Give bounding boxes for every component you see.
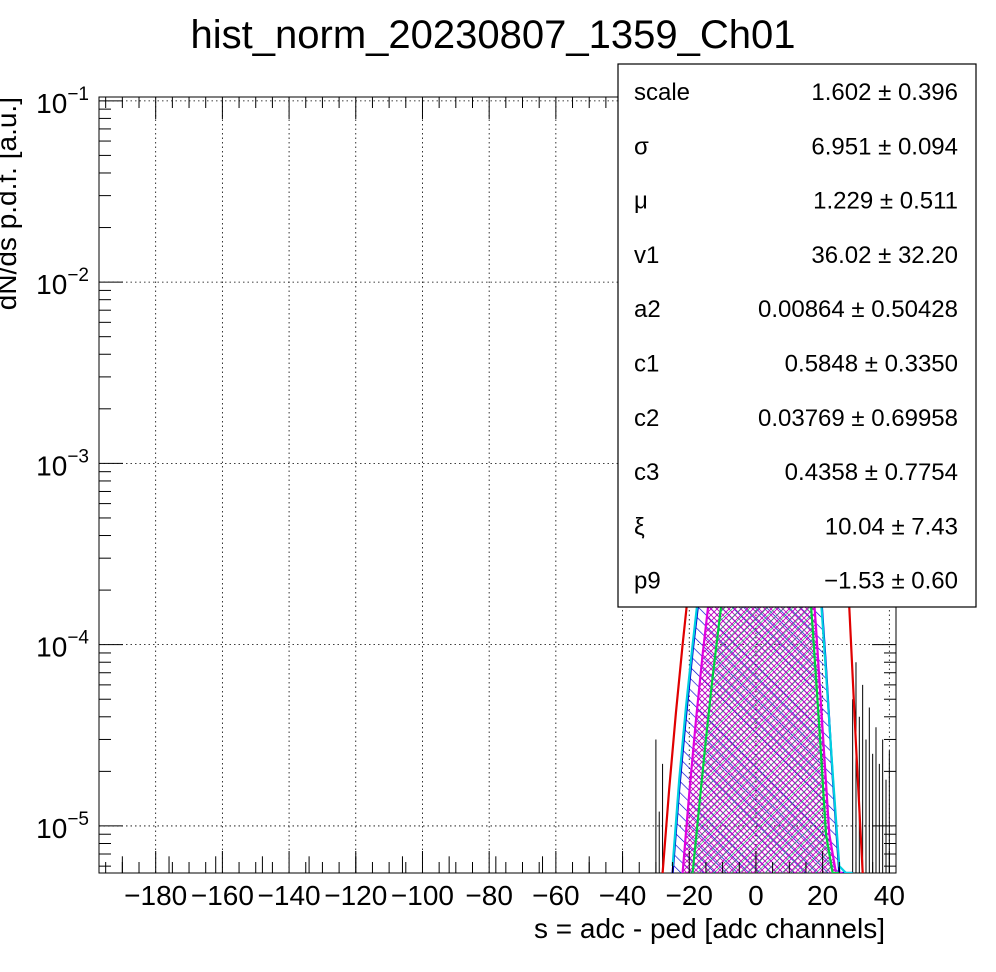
x-tick-label: −100 [391, 880, 454, 911]
y-axis-title: dN/ds p.d.f. [a.u.] [0, 97, 22, 310]
stat-value: 0.03769 ± 0.69958 [758, 405, 958, 432]
stat-name: c2 [634, 405, 659, 432]
stat-value: 0.00864 ± 0.50428 [758, 296, 958, 323]
chart-title: hist_norm_20230807_1359_Ch01 [191, 13, 796, 57]
stat-name: c1 [634, 351, 659, 378]
y-tick-label: 10−5 [36, 809, 89, 844]
x-tick-label: 0 [748, 880, 764, 911]
stat-name: c3 [634, 459, 659, 486]
x-tick-label: −140 [258, 880, 321, 911]
stat-value: 1.229 ± 0.511 [813, 188, 958, 215]
x-axis-title: s = adc - ped [adc channels] [534, 913, 885, 944]
stat-name: p9 [634, 568, 661, 595]
x-tick-label: −60 [532, 880, 580, 911]
stat-name: ξ [634, 513, 645, 540]
stat-value: −1.53 ± 0.60 [824, 568, 958, 595]
x-tick-label: −120 [324, 880, 387, 911]
x-tick-label: −40 [599, 880, 647, 911]
y-tick-label: 10−1 [36, 84, 89, 119]
x-tick-label: −160 [191, 880, 254, 911]
x-tick-label: 20 [807, 880, 838, 911]
stat-name: σ [634, 133, 649, 160]
x-axis: −180 −160 −140 −120 −100 −80 −60 −40 −20 0 20 40 [105, 97, 905, 911]
stat-value: 10.04 ± 7.43 [825, 513, 958, 540]
y-tick-label: 10−2 [36, 265, 89, 300]
stat-value: 0.5848 ± 0.3350 [785, 351, 958, 378]
stat-name: a2 [634, 296, 661, 323]
stat-name: v1 [634, 242, 659, 269]
x-tick-label: 40 [874, 880, 905, 911]
fit-stats-box: scale 1.602 ± 0.396 σ 6.951 ± 0.094 μ 1.229 ±… [617, 63, 977, 608]
stat-name: scale [634, 79, 690, 106]
x-tick-label: −20 [665, 880, 713, 911]
stat-value: 36.02 ± 32.20 [811, 242, 958, 269]
y-tick-label: 10−3 [36, 446, 89, 481]
stat-value: 6.951 ± 0.094 [811, 133, 958, 160]
y-tick-label: 10−4 [36, 628, 89, 663]
stat-value: 1.602 ± 0.396 [811, 79, 958, 106]
stat-name: μ [634, 188, 648, 215]
y-axis: 10−5 10−4 10−3 10−2 10−1 [36, 84, 896, 867]
x-tick-label: −80 [465, 880, 513, 911]
x-tick-label: −180 [124, 880, 187, 911]
stat-value: 0.4358 ± 0.7754 [785, 459, 958, 486]
